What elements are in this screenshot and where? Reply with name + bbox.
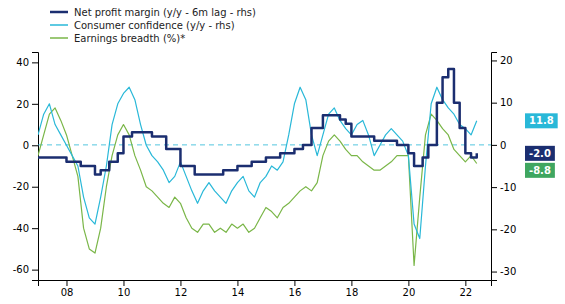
tick-mark xyxy=(123,280,124,286)
tick-label: -30 xyxy=(500,266,516,277)
tick: 08 xyxy=(61,280,74,298)
tick-mark xyxy=(32,228,38,229)
end-label-text: 11.8 xyxy=(529,115,554,126)
tick-label: 14 xyxy=(232,287,245,298)
tick-label: 12 xyxy=(175,287,188,298)
legend-item: Net profit margin (y/y - 6m lag - rhs) xyxy=(50,7,256,18)
tick: 0 xyxy=(23,140,38,151)
tick-mark xyxy=(32,270,38,271)
tick-label: -40 xyxy=(13,223,29,234)
end-label: 11.8 xyxy=(525,113,558,128)
y-axis: -60 -40 -20 0 20 40 xyxy=(13,53,39,281)
legend-swatch xyxy=(50,24,68,26)
tick-label: 20 xyxy=(403,287,416,298)
tick-label: -60 xyxy=(13,264,29,275)
tick-label: 0 xyxy=(23,140,29,151)
tick: 10 xyxy=(491,97,513,108)
tick-label: -10 xyxy=(500,182,516,193)
tick-mark xyxy=(180,280,181,286)
tick-label: 20 xyxy=(16,99,29,110)
tick-label: 18 xyxy=(346,287,359,298)
tick-mark xyxy=(465,280,466,286)
tick: -20 xyxy=(491,224,516,235)
tick: 16 xyxy=(289,280,302,298)
axis-line xyxy=(32,53,39,281)
end-label: -2.0 xyxy=(525,146,555,161)
axis-line xyxy=(492,53,498,281)
tick-mark xyxy=(491,229,497,230)
tick-label: -20 xyxy=(500,224,516,235)
tick: -30 xyxy=(491,266,516,277)
tick-mark xyxy=(294,280,295,286)
end-label-text: -8.8 xyxy=(529,165,551,176)
tick-label: 20 xyxy=(500,55,513,66)
tick-label: 40 xyxy=(16,57,29,68)
annotations: 11.8 -2.0 -8.8 xyxy=(525,113,558,178)
tick: 18 xyxy=(346,280,359,298)
x-axis: 08 10 12 14 16 18 20 22 xyxy=(39,280,492,298)
legend-swatch xyxy=(50,11,68,14)
tick-label: 0 xyxy=(500,140,506,151)
tick: -60 xyxy=(13,264,38,275)
tick-mark xyxy=(32,104,38,105)
tick-mark xyxy=(32,145,38,146)
axis-line xyxy=(39,281,492,287)
reference-line xyxy=(38,144,491,145)
tick: 14 xyxy=(232,280,245,298)
end-label-box xyxy=(525,113,558,128)
y2-axis: -30 -20 -10 0 10 20 xyxy=(491,53,516,281)
tick-label: 08 xyxy=(61,287,74,298)
tick-mark xyxy=(491,272,497,273)
tick: -10 xyxy=(491,182,516,193)
end-label-box xyxy=(525,163,555,178)
tick: 20 xyxy=(403,280,416,298)
tick: 10 xyxy=(118,280,131,298)
legend: Net profit margin (y/y - 6m lag - rhs) Co… xyxy=(50,7,256,44)
tick-mark xyxy=(32,62,38,63)
tick-mark xyxy=(237,280,238,286)
tick: 20 xyxy=(16,99,38,110)
tick: 0 xyxy=(491,140,506,151)
tick-mark xyxy=(491,145,497,146)
tick-label: 16 xyxy=(289,287,302,298)
tick-label: 10 xyxy=(500,97,513,108)
tick-mark xyxy=(351,280,352,286)
tick: -20 xyxy=(13,181,38,192)
tick: 12 xyxy=(175,280,188,298)
tick-mark xyxy=(408,280,409,286)
tick: 22 xyxy=(459,280,472,298)
legend-label: Net profit margin (y/y - 6m lag - rhs) xyxy=(74,7,256,18)
tick: -40 xyxy=(13,223,38,234)
tick-mark xyxy=(491,187,497,188)
end-label: -8.8 xyxy=(525,163,555,178)
legend-label: Earnings breadth (%)* xyxy=(74,33,185,44)
legend-label: Consumer confidence (y/y - rhs) xyxy=(74,20,235,31)
legend-item: Earnings breadth (%)* xyxy=(50,33,185,44)
tick-mark xyxy=(491,103,497,104)
end-label-text: -2.0 xyxy=(529,148,551,159)
legend-item: Consumer confidence (y/y - rhs) xyxy=(50,20,235,31)
tick: 40 xyxy=(16,57,38,68)
marks xyxy=(38,69,491,266)
tick-label: -20 xyxy=(13,181,29,192)
chart: 08 10 12 14 16 18 20 22 -60 -40 -20 0 20 40 -30 -20 -10 0… xyxy=(0,0,565,304)
tick-label: 10 xyxy=(118,287,131,298)
tick-mark xyxy=(66,280,67,286)
tick-mark xyxy=(32,187,38,188)
tick: 20 xyxy=(491,55,513,66)
tick-label: 22 xyxy=(459,287,472,298)
tick-mark xyxy=(491,60,497,61)
end-label-box xyxy=(525,146,555,161)
legend-swatch xyxy=(50,37,68,39)
plot: 08 10 12 14 16 18 20 22 -60 -40 -20 0 20 40 -30 -20 -10 0… xyxy=(13,53,558,299)
series-line xyxy=(38,69,477,175)
